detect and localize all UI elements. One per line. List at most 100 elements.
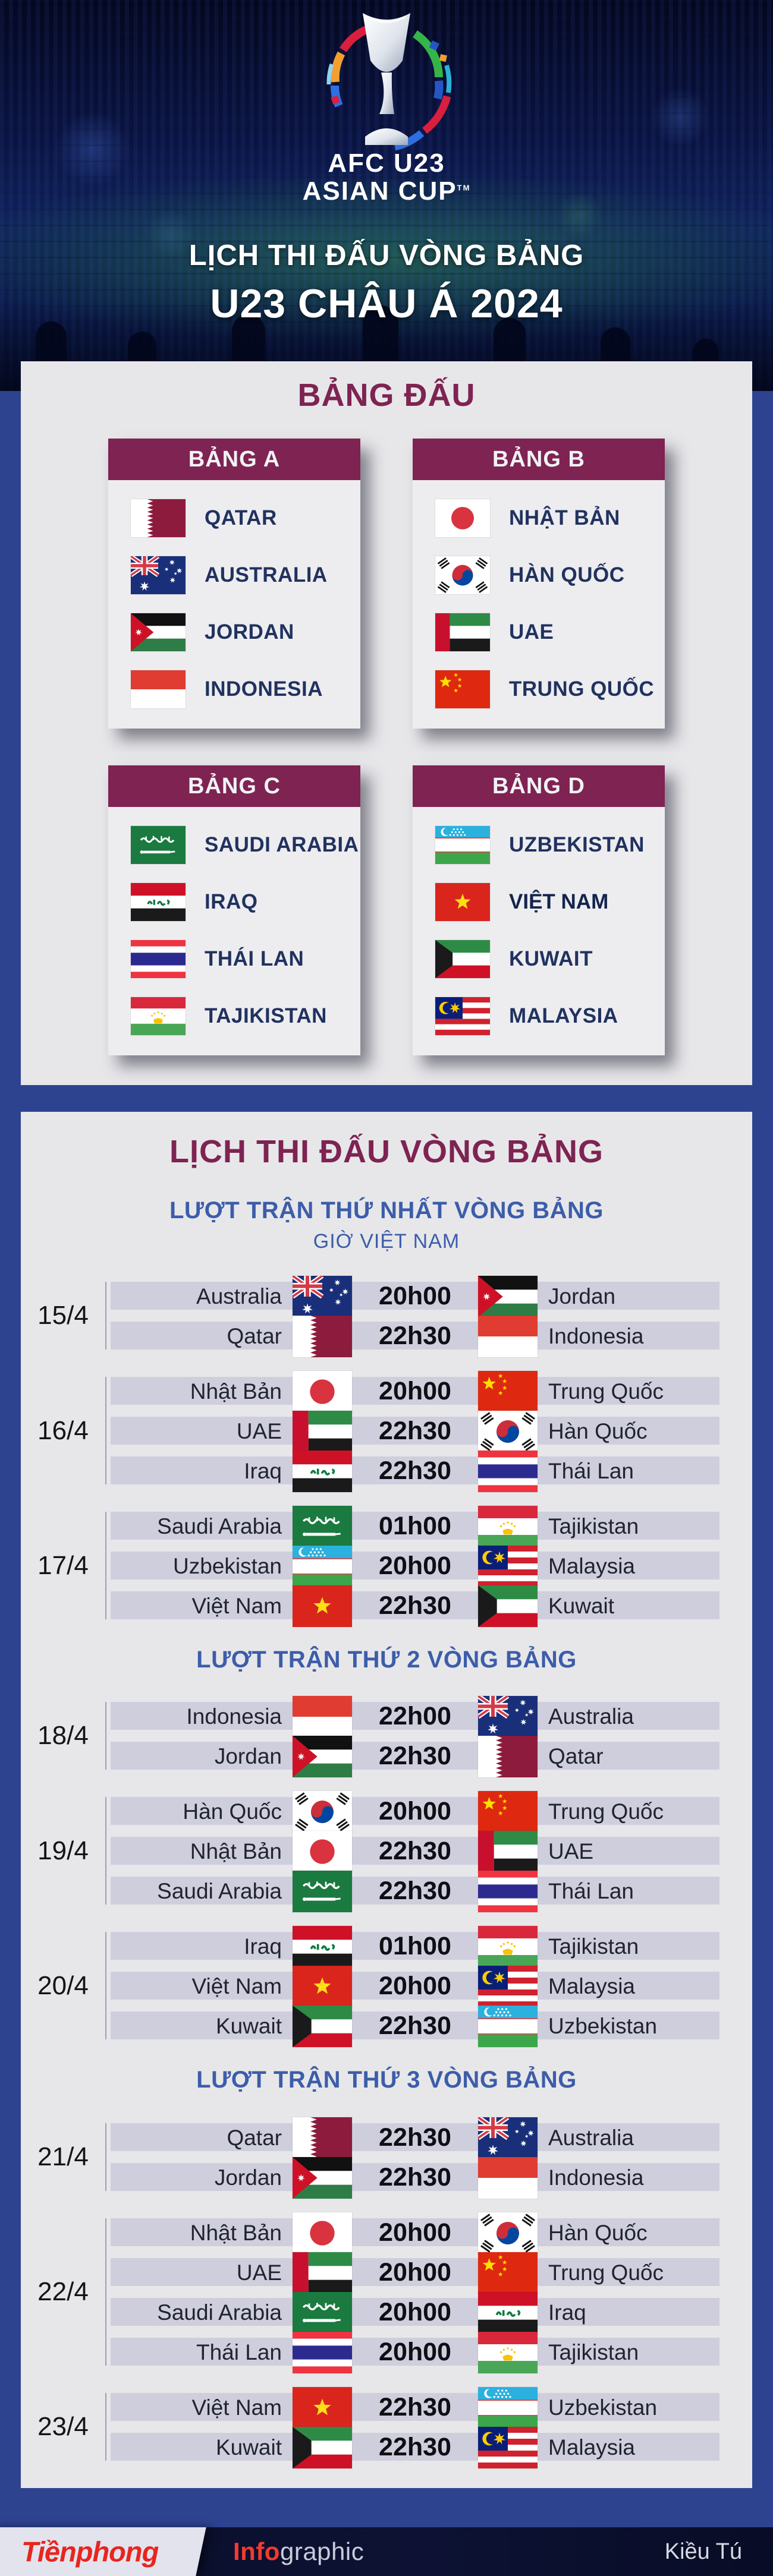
match-home-name: Qatar <box>227 2125 282 2150</box>
round-block: LƯỢT TRẬN THỨ 3 VÒNG BẢNG 21/4 Qatar 22h30 A… <box>21 2067 752 2468</box>
match-time: 20h00 <box>379 2218 451 2247</box>
match-away-name: UAE <box>548 1839 594 1864</box>
match-away-name: Tajikistan <box>548 1934 639 1959</box>
kr-flag-icon <box>478 1410 538 1452</box>
match-row: Kuwait 22h30 Uzbekistan <box>111 2005 719 2047</box>
ae-flag-icon <box>478 1830 538 1872</box>
day-group: 16/4 Nhật Bản 20h00 Trung Quốc UAE 22h30 Hàn Q… <box>21 1370 752 1492</box>
day-rows: Indonesia 22h00 Australia Jordan 22h30 Qatar <box>105 1695 719 1777</box>
group-body: NHẬT BẢN HÀN QUỐC UAE TRUNG QUỐC <box>413 480 665 729</box>
vn-flag-icon <box>293 1965 352 2007</box>
day-rows: Saudi Arabia 01h00 Tajikistan Uzbekistan 20h… <box>105 1505 719 1627</box>
match-time: 22h30 <box>379 1742 451 1770</box>
team-name: AUSTRALIA <box>205 563 328 587</box>
match-away-name: Qatar <box>548 1743 604 1768</box>
infographic-label-graphic: graphic <box>279 2537 364 2565</box>
hero-header: AFC U23 ASIAN CUPTM LỊCH THI ĐẤU VÒNG BẢ… <box>0 0 773 391</box>
match-row: Jordan 22h30 Qatar <box>111 1735 719 1777</box>
jp-flag-icon <box>293 1370 352 1412</box>
id-flag-icon <box>131 670 186 708</box>
jp-flag-icon <box>293 2212 352 2254</box>
team-name: INDONESIA <box>205 677 323 701</box>
my-flag-icon <box>478 2426 538 2468</box>
match-time: 20h00 <box>379 1797 451 1825</box>
group-body: SAUDI ARABIA IRAQ THÁI LAN TAJIKISTAN <box>108 807 360 1055</box>
team-name: TAJIKISTAN <box>205 1004 327 1027</box>
tj-flag-icon <box>478 1925 538 1968</box>
hero-content: AFC U23 ASIAN CUPTM LỊCH THI ĐẤU VÒNG BẢ… <box>0 8 773 327</box>
th-flag-icon <box>478 1450 538 1492</box>
match-home-name: Saudi Arabia <box>157 2300 282 2325</box>
match-away-name: Indonesia <box>548 2165 644 2190</box>
match-row: Việt Nam 22h30 Uzbekistan <box>111 2386 719 2429</box>
match-time: 22h30 <box>379 2163 451 2192</box>
au-flag-icon <box>293 1275 352 1317</box>
match-time: 22h30 <box>379 2393 451 2421</box>
team-row: VIỆT NAM <box>413 874 665 931</box>
tj-flag-icon <box>478 2331 538 2373</box>
kw-flag-icon <box>435 940 490 978</box>
match-row: Saudi Arabia 20h00 Iraq <box>111 2291 719 2334</box>
day-group: 15/4 Australia 20h00 Jordan Qatar 22h30 Indone… <box>21 1275 752 1357</box>
match-time: 20h00 <box>379 2298 451 2326</box>
team-name: KUWAIT <box>509 947 593 970</box>
groups-panel: BẢNG ĐẤU BẢNG A QATAR AUSTRALIA JORDAN INDON… <box>21 361 752 1085</box>
day-rows: Nhật Bản 20h00 Trung Quốc UAE 22h30 Hàn Quốc I… <box>105 1370 719 1492</box>
kr-flag-icon <box>478 2212 538 2254</box>
match-away-name: Thái Lan <box>548 1878 634 1903</box>
group-body: UZBEKISTAN VIỆT NAM KUWAIT MALAYSIA <box>413 807 665 1055</box>
match-row: Iraq 01h00 Tajikistan <box>111 1925 719 1968</box>
kw-flag-icon <box>293 2426 352 2468</box>
logo-text-line2: ASIAN CUPTM <box>302 176 471 206</box>
id-flag-icon <box>293 1695 352 1738</box>
match-away-name: Australia <box>548 2125 634 2150</box>
team-name: TRUNG QUỐC <box>509 677 655 701</box>
jp-flag-icon <box>435 499 490 537</box>
match-time: 22h00 <box>379 1702 451 1730</box>
group-body: QATAR AUSTRALIA JORDAN INDONESIA <box>108 480 360 729</box>
th-flag-icon <box>293 2331 352 2373</box>
team-row: KUWAIT <box>413 931 665 988</box>
team-name: THÁI LAN <box>205 947 304 970</box>
match-time: 22h30 <box>379 1456 451 1485</box>
round-title: LƯỢT TRẬN THỨ 2 VÒNG BẢNG <box>196 1647 577 1673</box>
group-box: BẢNG C SAUDI ARABIA IRAQ THÁI LAN TAJIKISTAN <box>108 765 360 1055</box>
match-home-name: Thái Lan <box>196 2339 282 2364</box>
tj-flag-icon <box>478 1505 538 1547</box>
match-home-name: Jordan <box>214 1743 282 1768</box>
qa-flag-icon <box>131 499 186 537</box>
match-row: Hàn Quốc 20h00 Trung Quốc <box>111 1790 719 1833</box>
match-time: 20h00 <box>379 2338 451 2366</box>
day-date: 18/4 <box>37 1721 89 1750</box>
match-away-name: Thái Lan <box>548 1458 634 1483</box>
team-row: MALAYSIA <box>413 988 665 1045</box>
sa-flag-icon <box>293 2291 352 2334</box>
team-row: AUSTRALIA <box>108 547 360 604</box>
kr-flag-icon <box>435 556 490 594</box>
match-row: Jordan 22h30 Indonesia <box>111 2156 719 2199</box>
team-name: HÀN QUỐC <box>509 563 625 587</box>
match-away-name: Trung Quốc <box>548 1379 664 1404</box>
match-time: 22h30 <box>379 2123 451 2152</box>
match-home-name: Việt Nam <box>191 2395 282 2420</box>
day-date: 17/4 <box>37 1550 89 1580</box>
match-row: Nhật Bản 20h00 Hàn Quốc <box>111 2212 719 2254</box>
team-name: NHẬT BẢN <box>509 506 620 529</box>
match-time: 22h30 <box>379 1877 451 1905</box>
round-days: 15/4 Australia 20h00 Jordan Qatar 22h30 Indone… <box>21 1275 752 1627</box>
team-row: TRUNG QUỐC <box>413 661 665 718</box>
match-away-name: Malaysia <box>548 1973 635 1998</box>
match-time: 20h00 <box>379 1282 451 1310</box>
match-home-name: Qatar <box>227 1323 282 1348</box>
match-home-name: Kuwait <box>215 2013 282 2038</box>
match-time: 20h00 <box>379 1972 451 2000</box>
qa-flag-icon <box>293 2117 352 2159</box>
match-row: Nhật Bản 22h30 UAE <box>111 1830 719 1872</box>
match-row: Nhật Bản 20h00 Trung Quốc <box>111 1370 719 1412</box>
match-row: Saudi Arabia 22h30 Thái Lan <box>111 1870 719 1912</box>
match-row: Iraq 22h30 Thái Lan <box>111 1450 719 1492</box>
match-home-name: Saudi Arabia <box>157 1514 282 1538</box>
kw-flag-icon <box>293 2005 352 2047</box>
team-row: TAJIKISTAN <box>108 988 360 1045</box>
team-row: HÀN QUỐC <box>413 547 665 604</box>
